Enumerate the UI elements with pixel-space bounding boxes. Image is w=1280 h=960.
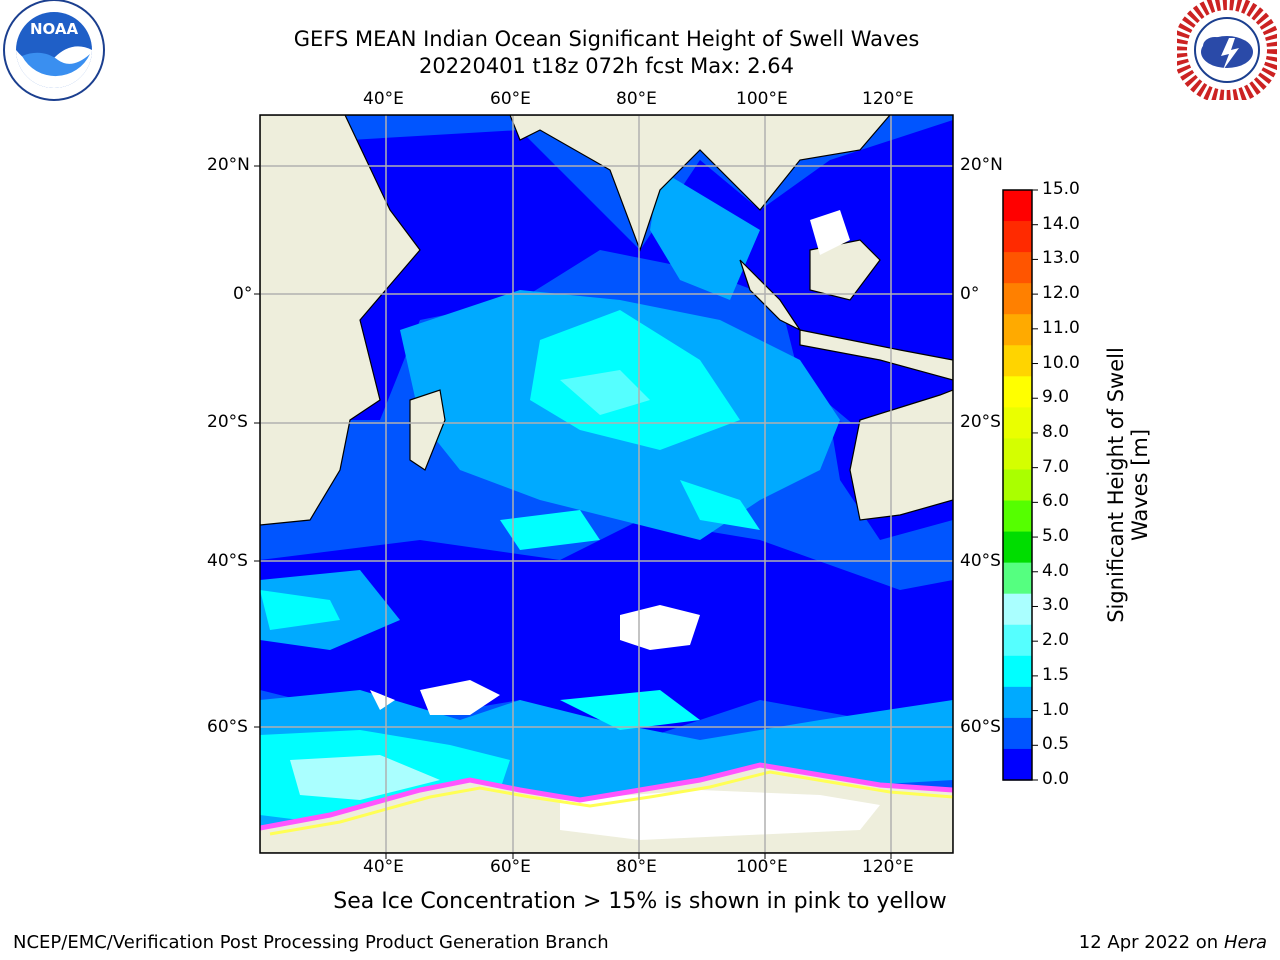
no-data-patches — [370, 210, 880, 840]
colorbar-bin — [1003, 717, 1032, 750]
colorbar-tick-label: 6.0 — [1042, 491, 1070, 512]
colorbar-tick-label: 13.0 — [1042, 248, 1080, 269]
colorbar-bin — [1003, 283, 1032, 315]
lon-label-bottom: 100°E — [736, 857, 788, 877]
colorbar-tick-label: 2.0 — [1042, 630, 1070, 651]
colorbar-bin — [1003, 562, 1032, 595]
colorbar-bin — [1003, 655, 1032, 688]
colorbar-tick-label: 9.0 — [1042, 387, 1070, 408]
colorbar-bin — [1003, 593, 1032, 626]
colorbar — [1003, 190, 1032, 781]
footer-date: 12 Apr 2022 on Hera — [1078, 932, 1267, 953]
lat-label-right: 20°N — [960, 155, 1003, 175]
swell-band-1.0-1.5 — [560, 690, 700, 730]
lon-label-top: 60°E — [490, 89, 531, 109]
colorbar-bin — [1003, 531, 1032, 564]
colorbar-tick-label: 7.0 — [1042, 456, 1070, 477]
swell-band-1.0-1.5 — [530, 310, 740, 450]
footer-credit: NCEP/EMC/Verification Post Processing Pr… — [13, 932, 609, 953]
sea-ice-edge — [260, 762, 953, 831]
colorbar-bin — [1003, 221, 1032, 253]
colorbar-tick-label: 15.0 — [1042, 179, 1080, 199]
colorbar-tick-label: 0.5 — [1042, 734, 1070, 755]
lat-label-right: 40°S — [960, 551, 1001, 571]
colorbar-tick-label: 1.0 — [1042, 699, 1070, 720]
colorbar-bin — [1003, 469, 1032, 502]
lat-label-right: 20°S — [960, 412, 1001, 432]
lon-label-top: 40°E — [363, 89, 404, 109]
swell-band-1.5-2.0 — [560, 370, 650, 415]
colorbar-bin — [1003, 438, 1032, 471]
lon-label-top: 120°E — [862, 89, 914, 109]
colorbar-tick-label: 0.0 — [1042, 769, 1070, 789]
swell-band-2.0-3.0 — [290, 755, 440, 800]
colorbar-bin — [1003, 376, 1032, 408]
lat-label-left: 0° — [233, 284, 253, 304]
lat-label-left: 40°S — [207, 551, 248, 571]
colorbar-bin — [1003, 686, 1032, 719]
colorbar-tick-label: 1.5 — [1042, 664, 1070, 685]
nws-logo — [1177, 0, 1277, 100]
footer-host: Hera — [1223, 932, 1267, 953]
chart-subtitle: 20220401 t18z 072h fcst Max: 2.64 — [419, 54, 794, 78]
lon-label-bottom: 120°E — [862, 857, 914, 877]
swell-band-1.0-1.5 — [680, 480, 760, 530]
colorbar-tick-label: 12.0 — [1042, 283, 1080, 304]
lat-label-right: 0° — [960, 284, 980, 304]
lon-label-top: 100°E — [736, 89, 788, 109]
map-frame — [259, 114, 954, 854]
colorbar-bin — [1003, 407, 1032, 440]
colorbar-tick-label: 10.0 — [1042, 352, 1080, 373]
lat-label-right: 60°S — [960, 717, 1001, 737]
lat-label-left: 60°S — [207, 717, 248, 737]
colorbar-bin — [1003, 314, 1032, 346]
colorbar-tick-label: 4.0 — [1042, 560, 1070, 581]
swell-band-1.0-1.5 — [500, 510, 600, 550]
svg-text:NOAA: NOAA — [30, 20, 79, 38]
colorbar-tick-label: 3.0 — [1042, 595, 1070, 616]
colorbar-tick-label: 5.0 — [1042, 526, 1070, 547]
colorbar-tick-label: 11.0 — [1042, 317, 1080, 338]
swell-band-0.5-1.0 — [650, 170, 760, 300]
swell-band-0-0.5 — [340, 120, 953, 430]
chart-title: GEFS MEAN Indian Ocean Significant Heigh… — [293, 27, 920, 51]
colorbar-bin — [1003, 500, 1032, 533]
lon-label-bottom: 80°E — [616, 857, 657, 877]
colorbar-title: Significant Height of Swell Waves [m] — [1103, 347, 1152, 623]
colorbar-tick-label: 8.0 — [1042, 421, 1070, 442]
lon-label-top: 80°E — [616, 89, 657, 109]
lon-label-bottom: 60°E — [490, 857, 531, 877]
lat-label-left: 20°S — [207, 412, 248, 432]
sea-ice-note: Sea Ice Concentration > 15% is shown in … — [333, 889, 947, 914]
colorbar-frame — [1002, 189, 1033, 781]
colorbar-bin — [1003, 748, 1032, 781]
colorbar-bin — [1003, 252, 1032, 284]
colorbar-bin — [1003, 624, 1032, 657]
noaa-logo: NOAA — [3, 0, 105, 101]
colorbar-tick-label: 14.0 — [1042, 213, 1080, 234]
colorbar-bin — [1003, 345, 1032, 377]
swell-band-1.0-1.5 — [260, 590, 340, 630]
lat-label-left: 20°N — [207, 155, 250, 175]
colorbar-bin — [1003, 190, 1032, 222]
sea-ice-edge — [269, 770, 953, 836]
lon-label-bottom: 40°E — [363, 857, 404, 877]
swell-band-0-0.5 — [260, 520, 953, 740]
map-gridlines — [260, 115, 953, 853]
